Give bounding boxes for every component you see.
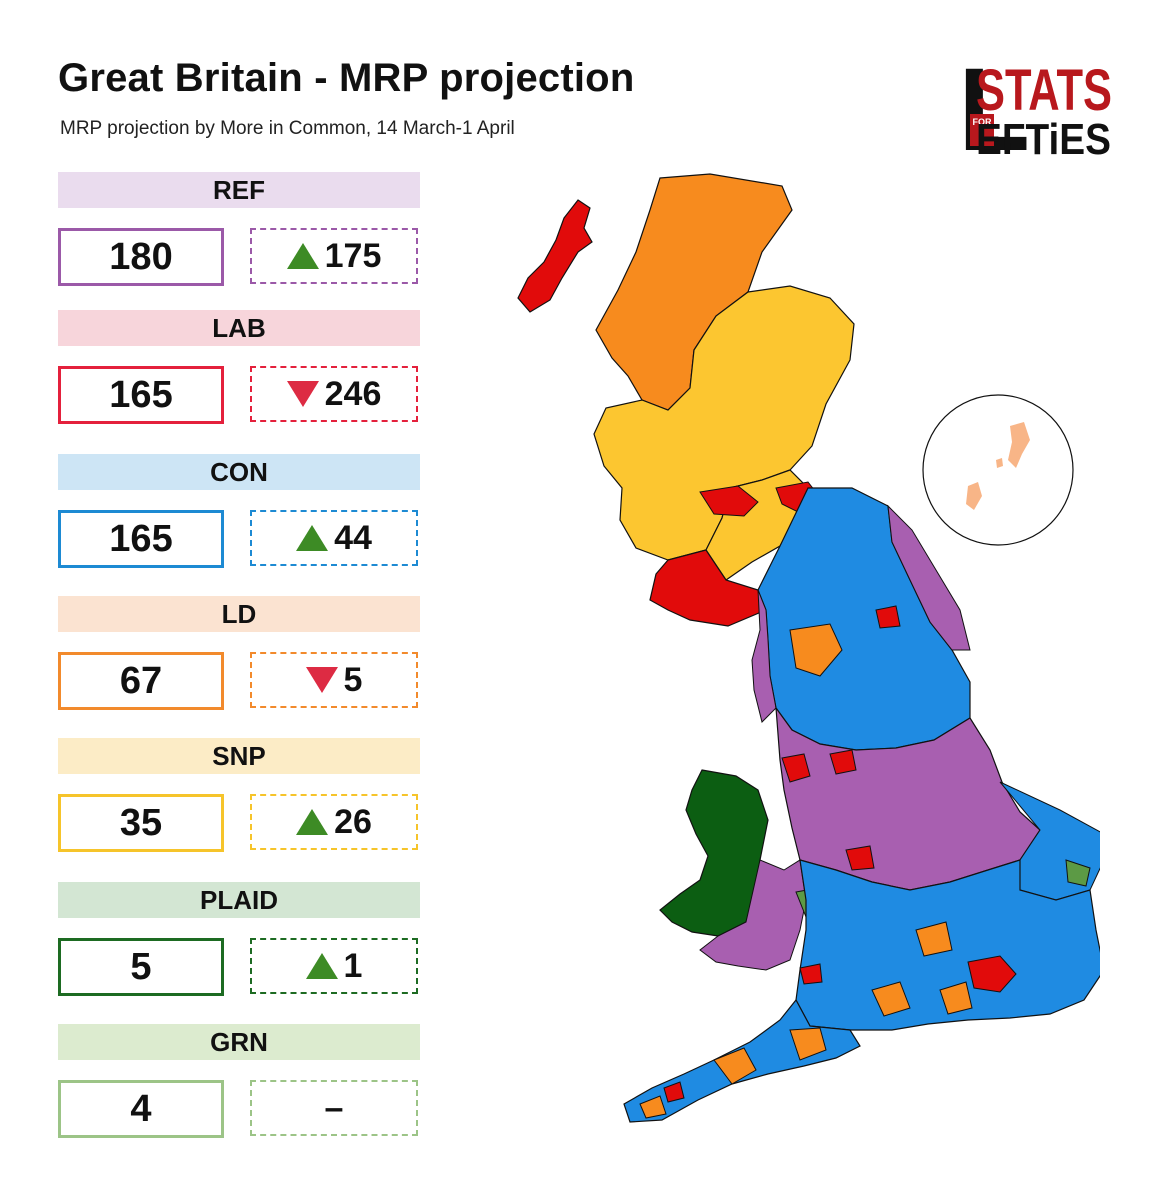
map-region-south-wales: [699, 859, 807, 971]
stats-for-lefties-logo: L STATS FOR EFTiES: [958, 50, 1112, 160]
seat-count-plaid: 5: [58, 938, 224, 996]
map-region-northeast-coast: [887, 504, 971, 651]
party-label-ref: REF: [58, 172, 420, 208]
svg-text:EFTiES: EFTiES: [976, 115, 1111, 160]
seat-count-lab: 165: [58, 366, 224, 424]
seat-change-value: 26: [334, 802, 372, 841]
map-region-dumfries-galloway: [649, 549, 767, 627]
seat-change-value: 5: [343, 660, 363, 699]
seat-change-snp: 26: [250, 794, 418, 850]
seat-change-value: 44: [334, 518, 372, 557]
map-region-lakes: [789, 623, 843, 677]
map-region-shetland-islet: [996, 458, 1003, 468]
seat-change-grn: –: [250, 1080, 418, 1136]
gb-constituency-map: [517, 173, 1100, 1123]
seat-change-plaid: 1: [250, 938, 418, 994]
seat-change-ld: 5: [250, 652, 418, 708]
map-region-wales: [659, 769, 769, 937]
seat-count-con: 165: [58, 510, 224, 568]
map-region-ld-southwest-1: [713, 1047, 757, 1085]
down-arrow-icon: [305, 667, 338, 693]
map-region-outer-hebrides: [517, 199, 593, 313]
map-region-ld-south-1: [871, 981, 911, 1017]
seat-count-ld: 67: [58, 652, 224, 710]
up-arrow-icon: [305, 953, 338, 979]
page-title: Great Britain - MRP projection: [58, 56, 635, 100]
map-region-lab-northeast: [875, 605, 901, 629]
party-label-plaid: PLAID: [58, 882, 420, 918]
map-region-norfolk-green: [1065, 859, 1091, 887]
map-region-lab-yorkshire: [829, 749, 857, 775]
shetland-inset-circle: [922, 394, 1074, 546]
down-arrow-icon: [286, 381, 319, 407]
map-region-lab-northwest: [781, 753, 811, 783]
map-region-ld-south-2: [939, 981, 973, 1015]
map-region-ld-southwest-2: [789, 1027, 827, 1061]
up-arrow-icon: [296, 809, 329, 835]
seat-change-lab: 246: [250, 366, 418, 422]
map-region-lab-midlands: [845, 845, 875, 871]
map-region-shetland-north: [1008, 422, 1030, 468]
seat-change-value: –: [324, 1088, 344, 1127]
map-region-shetland-south: [966, 482, 982, 510]
party-label-grn: GRN: [58, 1024, 420, 1060]
party-label-ld: LD: [58, 596, 420, 632]
seat-count-grn: 4: [58, 1080, 224, 1138]
seat-change-value: 175: [324, 236, 382, 275]
map-region-ld-home-counties: [915, 921, 953, 957]
seat-change-value: 1: [343, 946, 363, 985]
party-label-snp: SNP: [58, 738, 420, 774]
map-region-london: [967, 955, 1017, 993]
party-label-con: CON: [58, 454, 420, 490]
seat-count-ref: 180: [58, 228, 224, 286]
up-arrow-icon: [286, 243, 319, 269]
svg-text:STATS: STATS: [976, 58, 1112, 123]
party-label-lab: LAB: [58, 310, 420, 346]
map-region-lab-plymouth: [663, 1081, 685, 1103]
map-region-central-belt: [699, 485, 759, 517]
svg-text:FOR: FOR: [973, 117, 992, 127]
seat-change-ref: 175: [250, 228, 418, 284]
map-region-ld-cornwall: [639, 1095, 667, 1119]
page-subtitle: MRP projection by More in Common, 14 Mar…: [60, 118, 515, 139]
map-region-cumbria: [751, 589, 777, 723]
seat-change-value: 246: [324, 374, 382, 413]
seat-change-con: 44: [250, 510, 418, 566]
seat-count-snp: 35: [58, 794, 224, 852]
up-arrow-icon: [296, 525, 329, 551]
map-region-lab-bristol: [799, 963, 823, 985]
